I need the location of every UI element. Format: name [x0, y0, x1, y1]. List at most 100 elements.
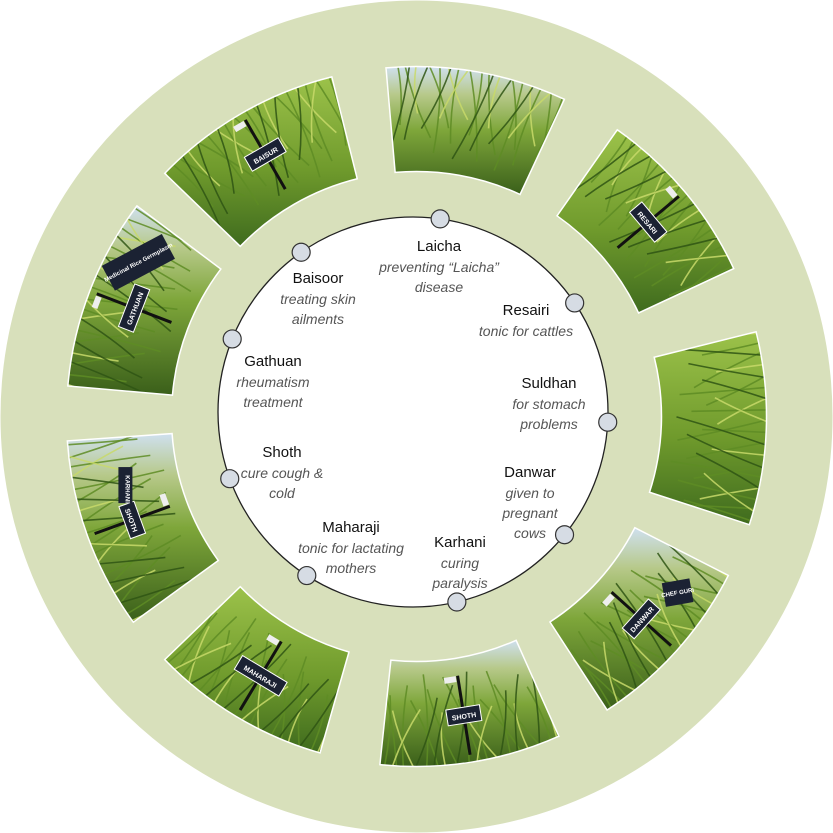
- grass-blade: [668, 260, 734, 297]
- variety-use: curing paralysis: [432, 555, 488, 591]
- variety-name: Baisoor: [292, 270, 344, 287]
- sign-tag: [443, 676, 457, 684]
- label-gathuan: Gathuan rheumatism treatment: [198, 352, 348, 412]
- grass-blade: [440, 712, 449, 767]
- sign-board: [628, 201, 668, 243]
- grass-blade: [705, 370, 767, 406]
- grass-blade: [388, 709, 421, 767]
- label-karhani: Karhani curing paralysis: [385, 533, 535, 593]
- grass-blade: [413, 66, 419, 114]
- photo-background: [379, 640, 559, 767]
- sign-maharaji: MAHARAJI: [233, 634, 288, 711]
- grass-blade: [716, 362, 767, 373]
- node-suldhan: [598, 412, 618, 432]
- node-karhani: [447, 592, 467, 612]
- sign-text: CHEF GURI: [661, 588, 695, 600]
- banner-board: [101, 234, 175, 291]
- photo-ring: RESARI DANWAR SHOTH MAHARAJI SHOTH GATHUAN BAI…: [66, 65, 768, 768]
- variety-use: tonic for lactating mothers: [298, 540, 404, 576]
- sign-baisoor: BAISUR: [233, 119, 287, 190]
- grass-blade: [410, 697, 438, 767]
- variety-name: Gathuan: [244, 353, 302, 370]
- grass-blade: [422, 674, 429, 767]
- grass-blade: [306, 694, 329, 753]
- variety-use: cure cough & cold: [240, 465, 324, 501]
- variety-name: Laicha: [416, 238, 462, 255]
- segment-border: [385, 65, 566, 196]
- node-markers: [220, 209, 618, 612]
- variety-use: given to pregnant cows: [502, 485, 558, 541]
- label-resairi: Resairi tonic for cattles: [451, 301, 601, 341]
- node-laicha: [430, 209, 450, 229]
- grass-blade: [677, 416, 767, 441]
- photo-background: [649, 331, 767, 525]
- segment-border: [555, 128, 735, 314]
- variety-use: rheumatism treatment: [236, 374, 310, 410]
- grass-blade: [691, 408, 767, 413]
- grass-blade: [432, 684, 454, 767]
- sign-board: [661, 578, 694, 607]
- grass-blade: [716, 393, 767, 425]
- segment-border: [67, 204, 222, 396]
- variety-name: Danwar: [504, 464, 556, 481]
- grass-blade: [67, 469, 165, 493]
- grass-blade: [310, 76, 358, 167]
- grass-blade: [711, 448, 767, 457]
- label-laicha: Laicha preventing “Laicha” disease: [364, 237, 514, 297]
- sign-tag: [91, 295, 102, 309]
- sign-text: KARHANI: [123, 475, 129, 503]
- sign-tag: [602, 593, 615, 607]
- grass-blade: [191, 617, 257, 699]
- segment-border: [379, 639, 560, 768]
- grass-blade: [401, 685, 409, 767]
- grass-blade: [67, 349, 119, 362]
- grass-blade: [714, 396, 767, 426]
- inner-circle: [217, 216, 609, 608]
- segment-border: [648, 330, 768, 526]
- variety-name: Suldhan: [521, 375, 577, 392]
- sign-board: [243, 137, 287, 172]
- grass-blade: [402, 66, 432, 139]
- node-danwar: [554, 525, 575, 545]
- sign-board: [233, 654, 288, 697]
- sign-board: [621, 598, 662, 640]
- sign-board: [118, 467, 133, 504]
- segment-border: [163, 75, 359, 248]
- variety-use: treating skin ailments: [280, 291, 356, 327]
- variety-name: Karhani: [434, 534, 486, 551]
- grass-blade: [67, 372, 127, 383]
- label-baisoor: Baisoor treating skin ailments: [243, 269, 393, 329]
- variety-use: for stomach problems: [512, 396, 586, 432]
- sign-text: SHOTH: [451, 712, 476, 723]
- segment-border: [548, 526, 730, 712]
- grass-blade: [395, 66, 403, 126]
- grass-blade: [67, 352, 145, 367]
- label-suldhan: Suldhan for stomach problems: [474, 374, 624, 434]
- sign-board: [118, 500, 147, 540]
- label-maharaji: Maharaji tonic for lactating mothers: [276, 518, 426, 578]
- sign-gathuan: GATHUAN: [91, 283, 172, 333]
- sign-board: [445, 704, 483, 727]
- grass-blade: [381, 695, 392, 767]
- node-baisoor: [291, 242, 311, 262]
- grass-blade: [280, 82, 321, 178]
- variety-name: Shoth: [262, 444, 302, 461]
- sign-resairi: RESARI: [616, 185, 680, 249]
- node-resairi: [565, 293, 585, 313]
- sign-tag: [159, 493, 170, 507]
- sign-karhani: SHOTH: [443, 675, 483, 756]
- sign-tag: [665, 185, 678, 199]
- variety-use: tonic for cattles: [478, 323, 574, 339]
- grass-blade: [403, 66, 433, 140]
- sign-danwar-side: CHEF GURI: [661, 578, 695, 607]
- grass-blade: [701, 379, 767, 403]
- grass-blade: [420, 66, 455, 129]
- variety-name: Maharaji: [322, 519, 380, 536]
- variety-name: Resairi: [502, 302, 550, 319]
- sign-shoth: SHOTH: [94, 493, 171, 540]
- segment-border: [163, 585, 350, 754]
- label-danwar: Danwar given to pregnant cows: [455, 463, 605, 543]
- sign-karhani-vertical: KARHANI: [118, 467, 133, 504]
